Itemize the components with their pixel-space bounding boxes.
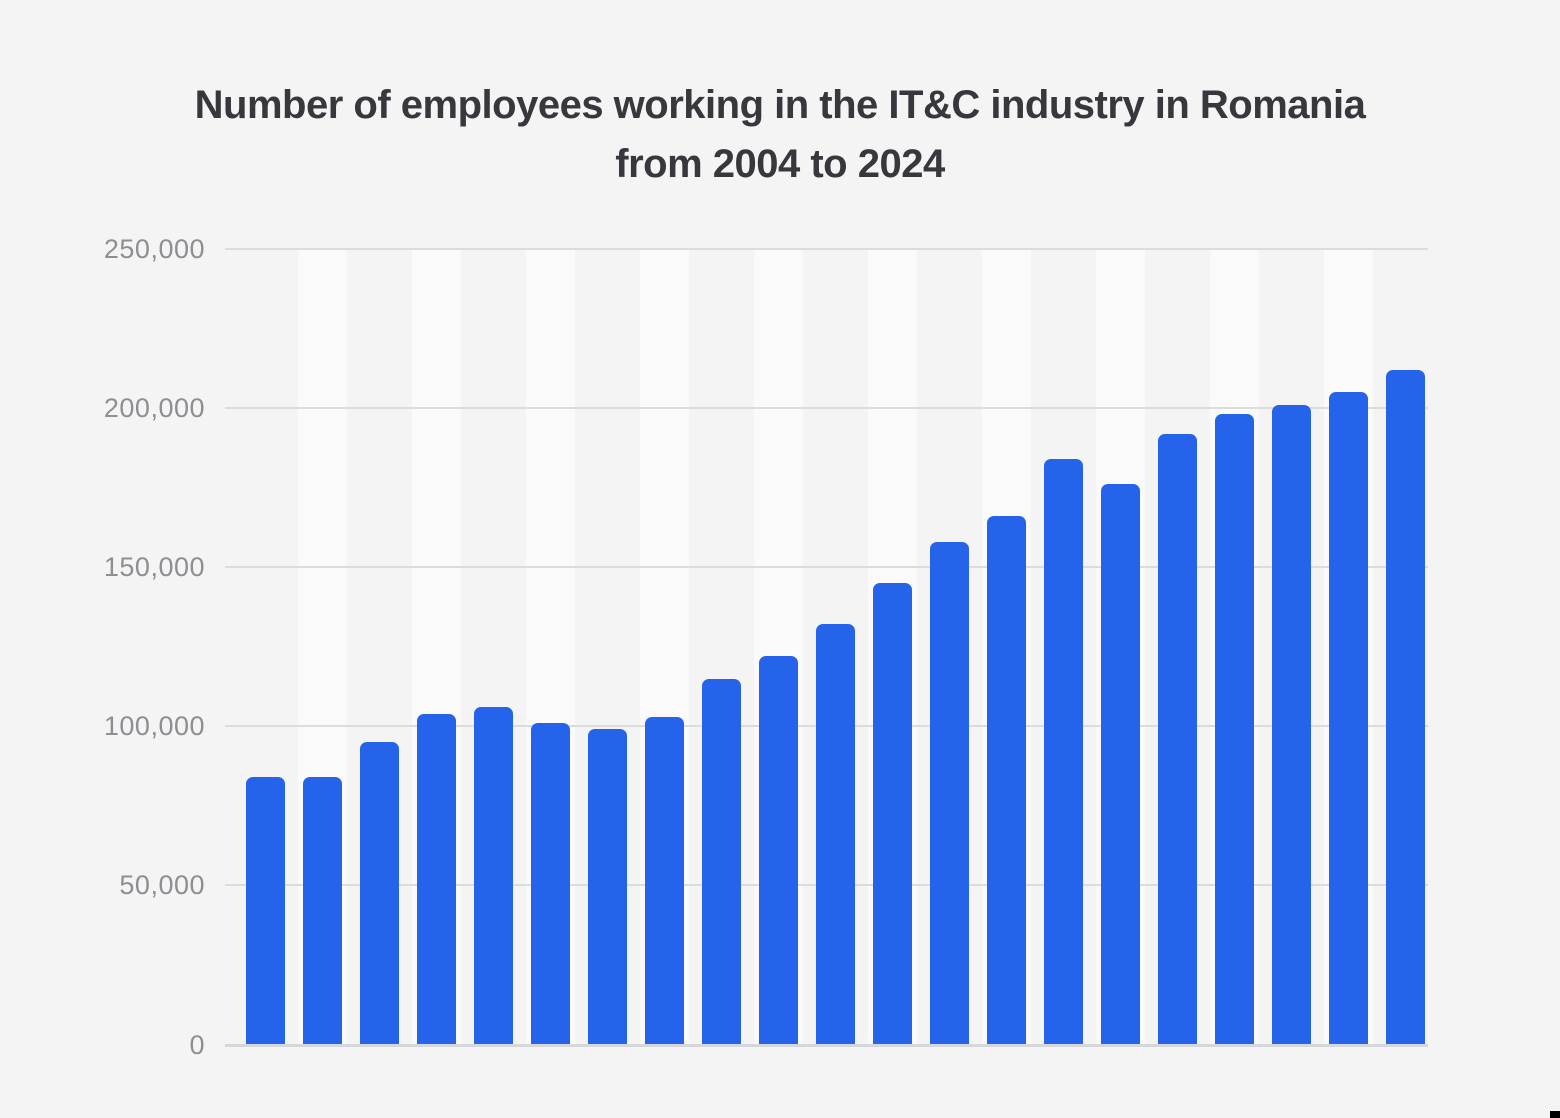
chart-title-line-2: from 2004 to 2024	[615, 142, 945, 186]
bar-2017[interactable]	[987, 516, 1026, 1045]
bar-2024[interactable]	[1386, 369, 1425, 1045]
bar-2022[interactable]	[1272, 404, 1311, 1045]
bar-2016[interactable]	[930, 541, 969, 1045]
chart-title: Number of employees working in the IT&C …	[0, 76, 1560, 194]
bar-2005[interactable]	[303, 777, 342, 1045]
bar-2013[interactable]	[759, 656, 798, 1045]
x-axis-line	[225, 1043, 1428, 1047]
bar-2004[interactable]	[246, 777, 285, 1045]
corner-artifact	[1550, 1111, 1560, 1118]
y-tick-label: 50,000	[119, 870, 205, 901]
bar-2007[interactable]	[417, 713, 456, 1045]
y-tick-label: 0	[189, 1029, 205, 1060]
bar-2020[interactable]	[1158, 433, 1197, 1045]
y-tick-label: 250,000	[103, 234, 205, 264]
gridline	[225, 248, 1428, 250]
gridline	[225, 407, 1428, 410]
chart-title-line-1: Number of employees working in the IT&C …	[194, 83, 1366, 127]
bar-2014[interactable]	[816, 624, 855, 1045]
bar-2006[interactable]	[360, 742, 399, 1045]
y-tick-label: 100,000	[103, 711, 205, 742]
bar-2008[interactable]	[474, 707, 513, 1045]
gridline	[225, 566, 1428, 569]
bar-2021[interactable]	[1215, 414, 1254, 1045]
bar-2019[interactable]	[1101, 484, 1140, 1045]
y-tick-label: 150,000	[103, 552, 205, 583]
y-tick-label: 200,000	[103, 393, 205, 424]
bar-2023[interactable]	[1329, 392, 1368, 1045]
bar-2018[interactable]	[1044, 459, 1083, 1045]
bar-2011[interactable]	[645, 716, 684, 1045]
bar-2012[interactable]	[702, 678, 741, 1045]
bar-2015[interactable]	[873, 583, 912, 1045]
bar-2010[interactable]	[588, 729, 627, 1045]
bar-2009[interactable]	[531, 723, 570, 1045]
